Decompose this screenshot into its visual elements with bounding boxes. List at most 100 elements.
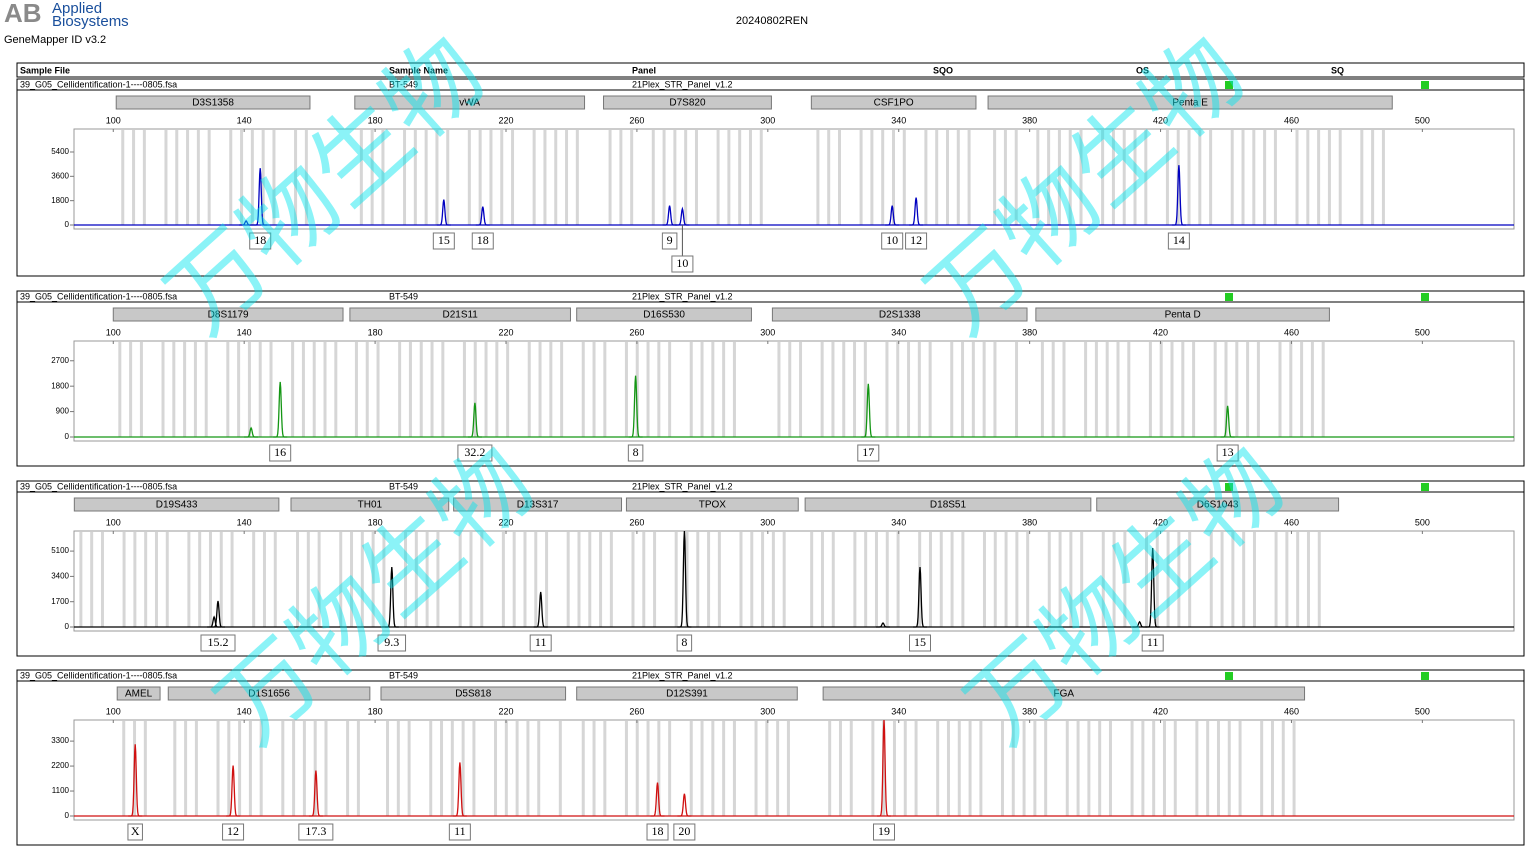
peak [909,197,924,226]
peak [1132,620,1147,628]
x-tick-label: 220 [498,706,513,716]
run-title: 20240802REN [736,15,808,27]
x-tick-label: 380 [1022,115,1037,125]
x-tick-label: 220 [498,115,513,125]
x-tick-label: 300 [760,517,775,527]
marker-name: AMEL [125,689,153,700]
peak [273,381,288,438]
logo-line1: Applied [52,0,102,17]
marker-bin [112,307,344,322]
allele-label: 10 [886,233,898,247]
allele-label-box [377,634,407,652]
x-tick-label: 180 [368,517,383,527]
peak [211,600,225,628]
plot-frame [73,128,1515,230]
peak [861,383,876,438]
logo-line2: Biosystems [52,13,129,30]
peak [452,762,467,817]
allele-label-box [1141,634,1164,652]
peak [1171,165,1186,226]
marker-bin [1035,307,1330,322]
peak [650,782,665,817]
status-indicator [1421,81,1429,89]
x-tick-label: 100 [106,115,121,125]
allele-label-box [269,444,292,462]
y-tick-label: 1100 [52,786,70,795]
allele-label: 17.3 [305,824,326,838]
marker-bin [453,497,623,512]
x-tick-label: 420 [1153,517,1168,527]
marker-bin [1096,497,1340,512]
panel-frame [16,480,1525,657]
marker-name: D16S530 [643,310,685,321]
allele-label-box [646,823,669,841]
x-tick-label: 340 [891,517,906,527]
x-tick-label: 500 [1415,327,1430,337]
panel-name: 21Plex_STR_Panel_v1.2 [632,670,733,680]
allele-label: 13 [1222,445,1234,459]
x-tick-label: 420 [1153,115,1168,125]
x-tick-label: 300 [760,115,775,125]
status-indicator [1225,672,1233,680]
sample-file: 39_G05_Cellidentification-1----0805.fsa [20,481,177,491]
marker-bin [603,95,772,110]
allele-label: 9 [667,233,673,247]
peak [467,402,482,438]
panel-name: 21Plex_STR_Panel_v1.2 [632,481,733,491]
x-tick-label: 180 [368,115,383,125]
x-tick-label: 100 [106,327,121,337]
x-tick-label: 260 [629,327,644,337]
y-tick-label: 3300 [51,736,69,745]
allele-label-box [457,444,493,462]
allele-label-box [127,823,143,841]
x-tick-label: 460 [1284,706,1299,716]
y-tick-label: 1800 [51,196,69,205]
marker-bin [167,686,371,701]
marker-bin [810,95,977,110]
allele-label: X [131,824,140,838]
column-header: OS [1136,65,1149,75]
peak [1145,547,1160,628]
marker-name: D3S1358 [192,98,234,109]
marker-name: Penta D [1165,310,1201,321]
x-tick-label: 380 [1022,517,1037,527]
sample-name: BT-549 [389,291,418,301]
x-tick-label: 340 [891,327,906,337]
allele-label-box [905,232,928,250]
allele-label: 11 [535,635,547,649]
allele-label: 12 [910,233,922,247]
marker-name: D21S11 [442,310,478,321]
allele-label: 20 [678,824,690,838]
y-tick-label: 5400 [51,147,69,156]
allele-label: 9.3 [384,635,399,649]
peak [244,426,259,438]
x-tick-label: 260 [629,706,644,716]
x-tick-label: 340 [891,115,906,125]
peak [436,199,451,226]
x-tick-label: 340 [891,706,906,716]
peak [239,219,254,226]
peak [677,793,692,817]
watermark: 万物生物 [945,425,1305,765]
status-indicator [1421,293,1429,301]
column-header: SQ [1331,65,1344,75]
marker-bin [576,307,752,322]
peak [876,622,890,628]
y-tick-label: 5100 [51,546,69,555]
allele-label: 32.2 [464,445,485,459]
allele-label: 14 [1173,233,1185,247]
x-tick-label: 140 [237,115,252,125]
status-indicator [1225,483,1233,491]
marker-bin [115,95,311,110]
x-tick-label: 180 [368,327,383,337]
y-tick-label: 0 [65,811,70,820]
marker-name: D13S317 [517,500,559,511]
allele-label-box [249,232,272,250]
x-tick-label: 140 [237,706,252,716]
column-header: Panel [632,65,656,75]
panel-name: 21Plex_STR_Panel_v1.2 [632,79,733,89]
allele-label-box [448,823,471,841]
allele-label: 16 [274,445,286,459]
x-tick-label: 220 [498,517,513,527]
